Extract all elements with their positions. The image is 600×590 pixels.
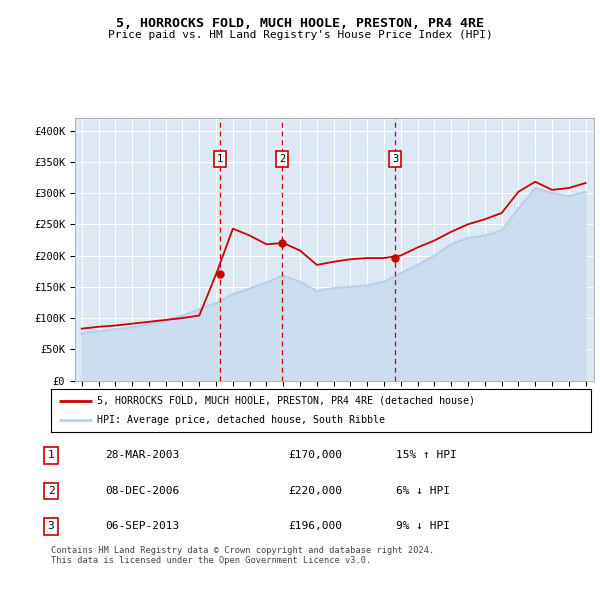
Text: 2: 2 [47, 486, 55, 496]
Text: 15% ↑ HPI: 15% ↑ HPI [396, 451, 457, 460]
Text: Price paid vs. HM Land Registry's House Price Index (HPI): Price paid vs. HM Land Registry's House … [107, 30, 493, 40]
Text: £220,000: £220,000 [288, 486, 342, 496]
Text: 2: 2 [279, 153, 285, 163]
Text: 28-MAR-2003: 28-MAR-2003 [105, 451, 179, 460]
Text: 3: 3 [47, 522, 55, 531]
Text: 6% ↓ HPI: 6% ↓ HPI [396, 486, 450, 496]
Text: 1: 1 [47, 451, 55, 460]
Text: HPI: Average price, detached house, South Ribble: HPI: Average price, detached house, Sout… [97, 415, 385, 425]
Text: 06-SEP-2013: 06-SEP-2013 [105, 522, 179, 531]
Text: Contains HM Land Registry data © Crown copyright and database right 2024.
This d: Contains HM Land Registry data © Crown c… [51, 546, 434, 565]
Text: 08-DEC-2006: 08-DEC-2006 [105, 486, 179, 496]
Text: 1: 1 [217, 153, 223, 163]
Text: £170,000: £170,000 [288, 451, 342, 460]
Text: £196,000: £196,000 [288, 522, 342, 531]
Text: 5, HORROCKS FOLD, MUCH HOOLE, PRESTON, PR4 4RE (detached house): 5, HORROCKS FOLD, MUCH HOOLE, PRESTON, P… [97, 396, 475, 406]
Text: 9% ↓ HPI: 9% ↓ HPI [396, 522, 450, 531]
Text: 3: 3 [392, 153, 398, 163]
Text: 5, HORROCKS FOLD, MUCH HOOLE, PRESTON, PR4 4RE: 5, HORROCKS FOLD, MUCH HOOLE, PRESTON, P… [116, 17, 484, 30]
